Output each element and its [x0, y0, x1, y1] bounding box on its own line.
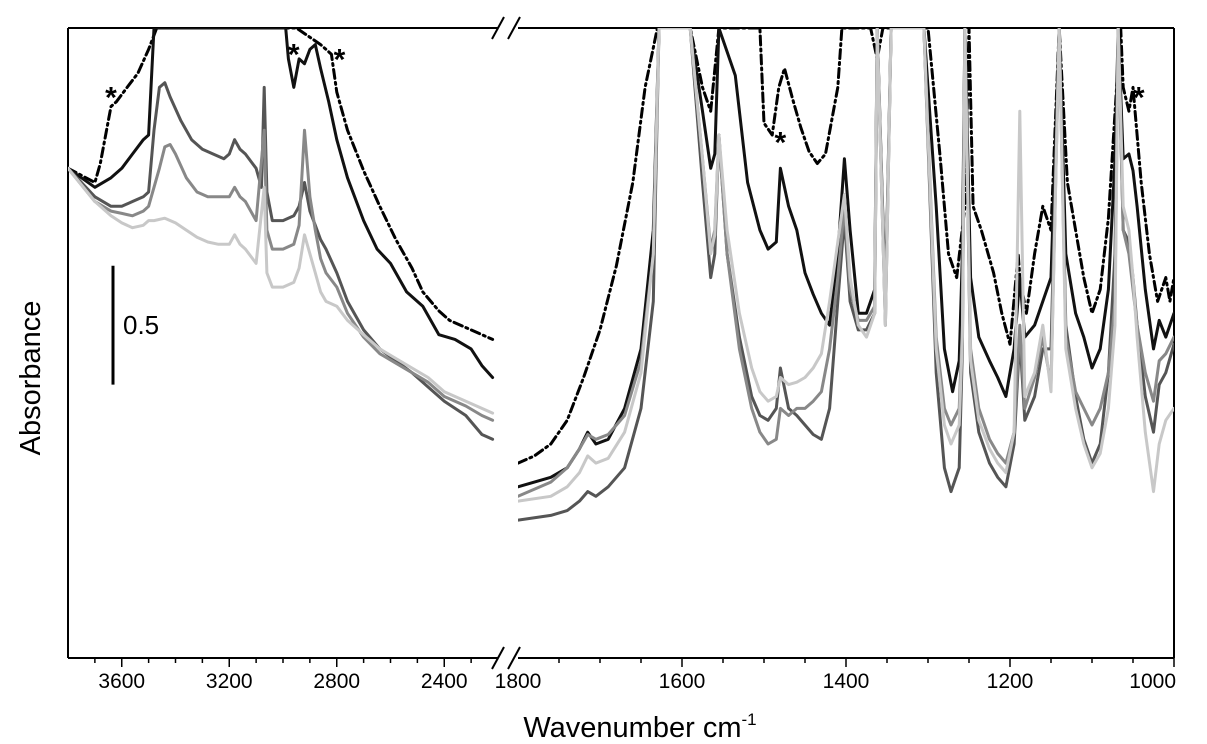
spectrum-line-2-left [68, 28, 495, 379]
spectrum-line-2-right [518, 28, 1174, 489]
spectrum-line-5-right [518, 28, 1174, 503]
peak-marker-asterisk: * [1133, 81, 1145, 114]
series-group-right [518, 28, 1174, 522]
absorbance-scale-bar: 0.5 [111, 265, 159, 385]
peak-marker-asterisk: * [288, 39, 300, 72]
scale-bar-label: 0.5 [123, 310, 159, 340]
series-group-left [68, 28, 495, 441]
x-tick-label-left: 2800 [313, 670, 360, 693]
spectrum-line-4-left [68, 128, 495, 422]
x-tick-label-right: 1200 [987, 670, 1034, 693]
break-mark-top-2 [507, 16, 521, 40]
axis-break-marks [491, 16, 521, 670]
plot-frame [67, 27, 1175, 659]
x-tick-label-left: 3600 [98, 670, 145, 693]
x-tick-label-left: 3200 [206, 670, 253, 693]
x-tick-label-left: 2400 [421, 670, 468, 693]
x-axis-label-text: Wavenumber [523, 712, 695, 744]
peak-marker-asterisk: * [334, 43, 346, 76]
spectrum-line-3-left [68, 81, 495, 441]
peak-marker-asterisk: * [105, 81, 117, 114]
y-axis-label: Absorbance [15, 301, 47, 456]
x-tick-label-right: 1800 [495, 670, 542, 693]
break-mark-bottom-2 [507, 646, 521, 670]
spectrum-line-5-left [68, 166, 495, 415]
break-mark-top-1 [491, 16, 505, 40]
peak-annotations: * * * * * [105, 39, 1145, 160]
peak-marker-asterisk: * [775, 127, 787, 160]
break-mark-bottom-1 [491, 646, 505, 670]
x-tick-label-right: 1000 [1129, 670, 1176, 693]
x-tick-label-right: 1400 [823, 670, 870, 693]
x-axis-unit: cm [703, 712, 742, 744]
x-axis-unit-exponent: -1 [742, 710, 757, 729]
x-axis-ticks: 3600 3200 2800 2400 1800 1600 1400 1200 1000 [94, 658, 1176, 693]
x-axis-label: Wavenumber cm-1 [523, 710, 756, 744]
spectrum-line-1-left [68, 28, 495, 341]
x-tick-label-right: 1600 [659, 670, 706, 693]
